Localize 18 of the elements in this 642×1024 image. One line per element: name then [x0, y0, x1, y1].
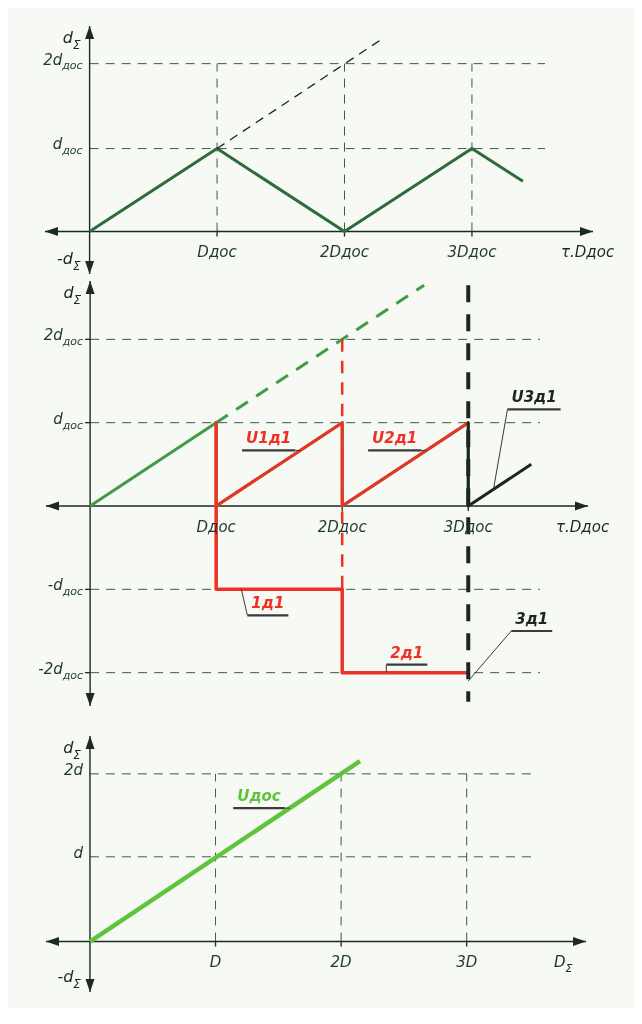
series-label: U1д1 [246, 429, 292, 448]
text: U3д1 [511, 388, 557, 407]
x-axis-title: τ.Dдос [556, 517, 610, 536]
ref-line-label: d [73, 843, 84, 862]
x-tick-label: D [209, 953, 222, 972]
x-tick-label: 2Dдос [317, 517, 368, 536]
x-tick-label: 2Dдос [320, 243, 370, 262]
series-label: Uдос [237, 787, 281, 805]
x-tick-label: 3Dдос [447, 243, 498, 262]
ref-line-label: 2d [63, 760, 84, 779]
series-label: 2д1 [390, 643, 424, 662]
x-axis-title: τ.Dдос [561, 243, 615, 262]
x-tick-label: 2D [330, 953, 352, 972]
x-tick-label: 3D [456, 953, 478, 972]
x-tick-label: Dдос [197, 243, 238, 262]
text: 3д1 [515, 609, 549, 628]
series-label: U2д1 [372, 429, 418, 448]
series-label: 1д1 [251, 594, 285, 613]
